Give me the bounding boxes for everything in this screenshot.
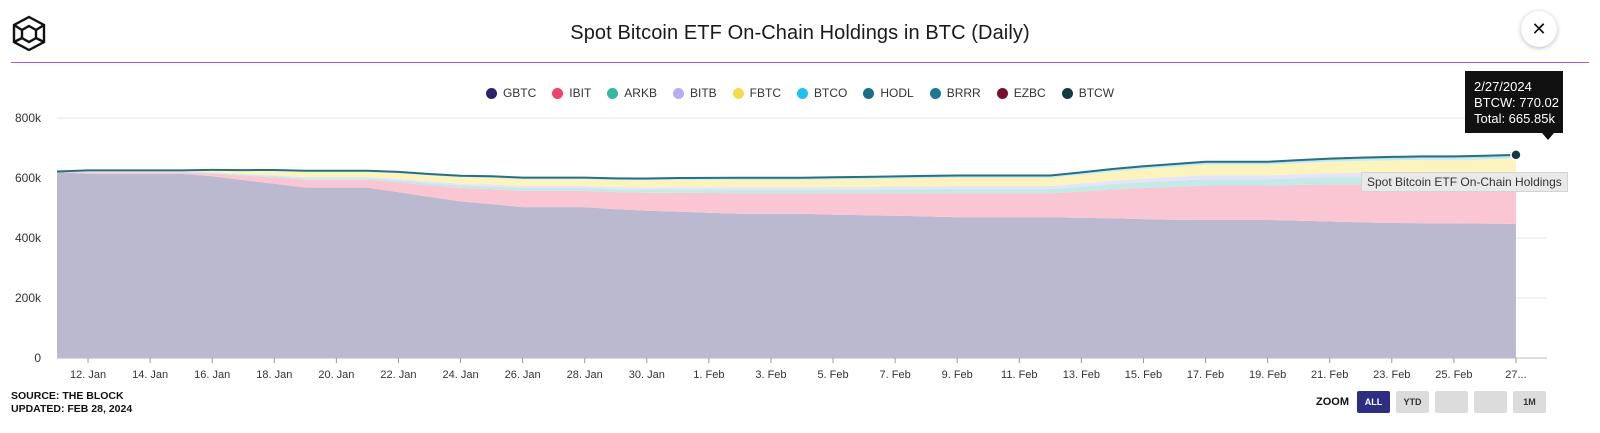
x-tick-label: 27...: [1505, 369, 1526, 381]
hover-point-marker: [1510, 149, 1522, 161]
x-tick-label: 11. Feb: [1001, 369, 1038, 381]
legend-item-btco[interactable]: BTCO: [797, 86, 847, 100]
legend-item-hodl[interactable]: HODL: [863, 86, 914, 100]
the-block-logo-icon: [12, 15, 46, 51]
zoom-1m-button[interactable]: 1M: [1513, 391, 1546, 413]
x-tick-label: 15. Feb: [1125, 369, 1162, 381]
zoom-label: ZOOM: [1316, 396, 1349, 408]
tooltip-series-value: BTCW: 770.02: [1474, 95, 1560, 110]
x-tick-label: 26. Jan: [505, 369, 541, 381]
y-tick-label: 800k: [15, 111, 42, 125]
x-tick-label: 3. Feb: [755, 369, 786, 381]
legend-marker-icon: [485, 87, 497, 99]
legend-marker-icon: [607, 87, 619, 99]
legend-label: EZBC: [1013, 86, 1046, 100]
total-line: [56, 153, 1516, 180]
chart-legend: GBTC IBIT ARKB BITB FBTC BTCO HODL BRRR EZBC BTCW: [0, 86, 1600, 100]
legend-marker-icon: [863, 87, 875, 99]
legend-label: BRRR: [946, 86, 981, 100]
x-tick-label: 18. Jan: [256, 369, 292, 381]
x-tick-label: 5. Feb: [817, 369, 848, 381]
area-arkb: [57, 171, 1516, 194]
legend-label: FBTC: [749, 86, 781, 100]
area-gbtc: [57, 172, 1516, 358]
legend-label: BTCO: [814, 86, 848, 100]
tooltip-caret: [1542, 133, 1554, 140]
x-tick-label: 25. Feb: [1435, 369, 1472, 381]
header-divider: [11, 62, 1589, 63]
area-fbtc: [57, 158, 1516, 188]
legend-item-ibit[interactable]: IBIT: [552, 86, 591, 100]
x-tick-label: 19. Feb: [1249, 369, 1286, 381]
updated-line: UPDATED: FEB 28, 2024: [11, 403, 133, 415]
legend-label: ARKB: [624, 86, 657, 100]
legend-marker-icon: [929, 87, 941, 99]
legend-item-gbtc[interactable]: GBTC: [485, 86, 537, 100]
chart-title: Spot Bitcoin ETF On-Chain Holdings in BT…: [570, 22, 1030, 44]
y-tick-label: 400k: [15, 231, 42, 245]
legend-marker-icon: [996, 87, 1008, 99]
x-tick-label: 1. Feb: [693, 369, 724, 381]
tooltip-date: 2/27/2024: [1474, 79, 1532, 94]
legend-marker-icon: [552, 87, 564, 99]
legend-item-btcw[interactable]: BTCW: [1061, 86, 1115, 100]
source-note: SOURCE: THE BLOCK UPDATED: FEB 28, 2024: [11, 390, 132, 416]
y-tick-label: 200k: [15, 291, 42, 305]
x-tick-label: 30. Jan: [629, 369, 665, 381]
legend-item-brrr[interactable]: BRRR: [929, 86, 981, 100]
x-tick-label: 23. Feb: [1373, 369, 1410, 381]
legend-label: GBTC: [502, 86, 537, 100]
close-icon: ✕: [1531, 18, 1547, 39]
legend-item-bitb[interactable]: BITB: [672, 86, 717, 100]
legend-label: BITB: [689, 86, 717, 100]
source-line: SOURCE: THE BLOCK: [11, 390, 124, 402]
tooltip-total: Total: 665.85k: [1474, 111, 1555, 126]
zoom-blank-button-1[interactable]: [1435, 391, 1468, 413]
legend-item-arkb[interactable]: ARKB: [607, 86, 657, 100]
series-name-tooltip: Spot Bitcoin ETF On-Chain Holdings: [1361, 172, 1568, 192]
legend-item-fbtc[interactable]: FBTC: [732, 86, 781, 100]
x-tick-label: 7. Feb: [880, 369, 911, 381]
zoom-blank-button-2[interactable]: [1474, 391, 1507, 413]
x-tick-label: 20. Jan: [318, 369, 354, 381]
legend-marker-icon: [672, 87, 684, 99]
area-ibit: [57, 172, 1516, 224]
x-tick-label: 9. Feb: [942, 369, 973, 381]
close-button[interactable]: ✕: [1521, 11, 1557, 47]
y-tick-label: 600k: [15, 171, 42, 185]
x-tick-label: 16. Jan: [194, 369, 230, 381]
x-tick-label: 17. Feb: [1187, 369, 1224, 381]
legend-label: BTCW: [1078, 86, 1115, 100]
legend-marker-icon: [1061, 87, 1073, 99]
x-tick-label: 24. Jan: [442, 369, 478, 381]
hover-tooltip: 2/27/2024 BTCW: 770.02 Total: 665.85k: [1465, 71, 1563, 133]
y-tick-label: 0: [34, 351, 41, 365]
legend-item-ezbc[interactable]: EZBC: [996, 86, 1046, 100]
x-tick-label: 12. Jan: [70, 369, 106, 381]
legend-marker-icon: [797, 87, 808, 99]
x-tick-label: 14. Jan: [132, 369, 168, 381]
x-tick-label: 28. Jan: [567, 369, 603, 381]
x-tick-label: 22. Jan: [380, 369, 416, 381]
legend-marker-icon: [732, 87, 744, 99]
zoom-controls: ZOOM ALL YTD 1M: [1316, 391, 1546, 413]
x-tick-label: 21. Feb: [1311, 369, 1348, 381]
legend-label: HODL: [880, 86, 914, 100]
zoom-all-button[interactable]: ALL: [1357, 391, 1390, 413]
legend-label: IBIT: [569, 86, 592, 100]
zoom-ytd-button[interactable]: YTD: [1396, 391, 1429, 413]
x-tick-label: 13. Feb: [1063, 369, 1100, 381]
